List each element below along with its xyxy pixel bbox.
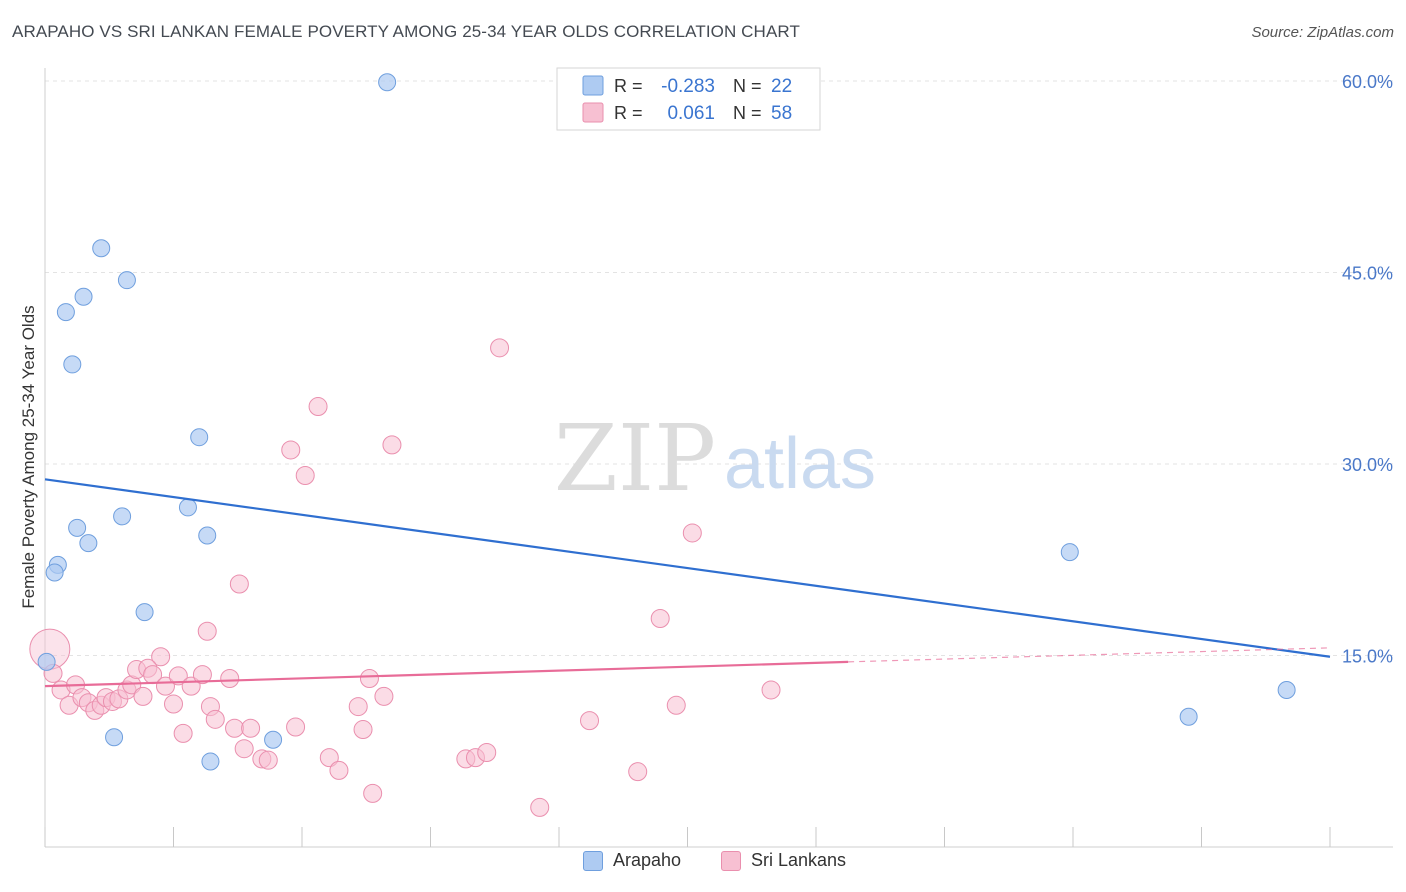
arapaho-point bbox=[45, 563, 64, 582]
trend-lines bbox=[44, 478, 1331, 688]
arapaho-point bbox=[105, 728, 124, 747]
sri-lankans-point bbox=[329, 760, 349, 780]
arapaho-point bbox=[92, 239, 111, 258]
arapaho-point bbox=[74, 287, 93, 306]
grid-lines bbox=[45, 80, 1393, 656]
legend-r-label-arapaho: R = bbox=[614, 76, 643, 96]
legend-r-value-arapaho: -0.283 bbox=[661, 76, 715, 97]
arapaho-point bbox=[68, 518, 87, 537]
sri-lankans-point bbox=[319, 748, 339, 768]
watermark-atlas: atlas bbox=[724, 424, 876, 504]
sri-lankans-point bbox=[151, 647, 171, 667]
arapaho-trend-line bbox=[44, 478, 1331, 658]
y-axis-label: Female Poverty Among 25-34 Year Olds bbox=[19, 305, 38, 608]
arapaho-point bbox=[198, 526, 217, 545]
source-label: Source: ZipAtlas.com bbox=[1251, 24, 1394, 41]
legend-r-value-sri: 0.061 bbox=[667, 103, 715, 124]
sri-lankans-point bbox=[353, 720, 373, 740]
sri-lankans-trend-line-extension bbox=[848, 647, 1331, 663]
bottom-legend-swatch-arapaho bbox=[583, 850, 603, 871]
legend-swatch-sri bbox=[582, 102, 604, 123]
arapaho-points bbox=[37, 73, 1296, 771]
arapaho-point bbox=[178, 498, 197, 517]
legend-n-value-arapaho: 22 bbox=[771, 76, 792, 97]
sri-lankans-point bbox=[192, 665, 212, 685]
sri-lankans-point bbox=[490, 338, 510, 358]
arapaho-point bbox=[63, 355, 82, 374]
sri-lankans-point bbox=[164, 694, 183, 714]
sri-lankans-point bbox=[205, 709, 225, 729]
arapaho-point bbox=[56, 303, 75, 322]
sri-lankans-point bbox=[241, 718, 261, 738]
sri-lankans-point bbox=[530, 797, 550, 817]
sri-lankans-point bbox=[173, 723, 193, 743]
sri-lankans-point bbox=[225, 718, 245, 738]
watermark: ZIP atlas bbox=[554, 405, 876, 512]
legend-n-label-sri: N = bbox=[733, 103, 762, 123]
sri-lankans-point bbox=[382, 435, 402, 455]
sri-lankans-point bbox=[761, 680, 781, 700]
y-tick-label-2: 45.0% bbox=[1342, 264, 1393, 284]
arapaho-point bbox=[378, 73, 397, 92]
chart-canvas: ZIP atlas 15.0%30.0%45.0%60.0% 0.0%80.0%… bbox=[19, 67, 1393, 848]
sri-lankans-points bbox=[29, 338, 781, 817]
y-tick-label-0: 15.0% bbox=[1342, 647, 1393, 667]
arapaho-point bbox=[113, 507, 132, 526]
arapaho-point bbox=[1179, 707, 1198, 726]
bottom-legend-label-sri: Sri Lankans bbox=[751, 850, 847, 870]
top-legend: R = -0.283 N = 22 R = 0.061 N = 58 bbox=[556, 67, 821, 131]
sri-lankans-point bbox=[628, 762, 648, 782]
sri-lankans-point bbox=[133, 686, 153, 706]
bottom-legend-sri-lankans[interactable]: Sri Lankans bbox=[721, 850, 846, 871]
y-tick-label-3: 60.0% bbox=[1342, 72, 1393, 92]
sri-lankans-point bbox=[168, 666, 188, 686]
sri-lankans-point bbox=[348, 697, 368, 717]
sri-lankans-point bbox=[682, 523, 702, 543]
arapaho-point bbox=[117, 271, 136, 290]
y-tick-label-1: 30.0% bbox=[1342, 455, 1393, 475]
legend-swatch-arapaho bbox=[582, 75, 604, 96]
chart-title: ARAPAHO VS SRI LANKAN FEMALE POVERTY AMO… bbox=[12, 22, 800, 41]
bottom-legend-arapaho[interactable]: Arapaho bbox=[583, 850, 681, 871]
sri-lankans-point bbox=[650, 608, 670, 628]
bottom-legend-label-arapaho: Arapaho bbox=[613, 850, 682, 870]
sri-lankans-point bbox=[580, 711, 600, 731]
sri-lankans-trend-line bbox=[44, 660, 849, 688]
arapaho-point bbox=[1060, 543, 1079, 562]
arapaho-point bbox=[79, 534, 98, 553]
sri-lankans-point bbox=[258, 750, 278, 770]
sri-lankans-point bbox=[197, 621, 217, 641]
sri-lankans-point bbox=[359, 668, 379, 688]
sri-lankans-point bbox=[363, 783, 383, 803]
sri-lankans-point bbox=[666, 695, 686, 715]
bottom-legend: Arapaho Sri Lankans bbox=[0, 850, 1406, 880]
sri-lankans-point bbox=[281, 440, 301, 460]
arapaho-point bbox=[37, 652, 56, 671]
arapaho-point bbox=[190, 428, 209, 447]
watermark-zip: ZIP bbox=[554, 405, 716, 512]
sri-lankans-point bbox=[220, 668, 240, 688]
axes bbox=[44, 68, 1393, 848]
legend-n-value-sri: 58 bbox=[771, 103, 792, 124]
bottom-legend-swatch-sri bbox=[721, 850, 741, 871]
sri-lankans-point bbox=[286, 717, 306, 737]
sri-lankans-point bbox=[374, 686, 394, 706]
sri-lankans-point bbox=[229, 574, 249, 594]
legend-r-label-sri: R = bbox=[614, 103, 643, 123]
sri-lankans-point bbox=[234, 739, 254, 759]
sri-lankans-point bbox=[308, 397, 328, 417]
arapaho-point bbox=[1277, 680, 1296, 699]
arapaho-point bbox=[264, 730, 283, 749]
legend-n-label-arapaho: N = bbox=[733, 76, 762, 96]
arapaho-point bbox=[135, 603, 154, 622]
sri-lankans-point bbox=[477, 743, 497, 763]
sri-lankans-point bbox=[295, 465, 315, 485]
arapaho-point bbox=[201, 752, 220, 771]
y-tick-labels: 15.0% 30.0% 45.0% 60.0% bbox=[1342, 72, 1393, 667]
